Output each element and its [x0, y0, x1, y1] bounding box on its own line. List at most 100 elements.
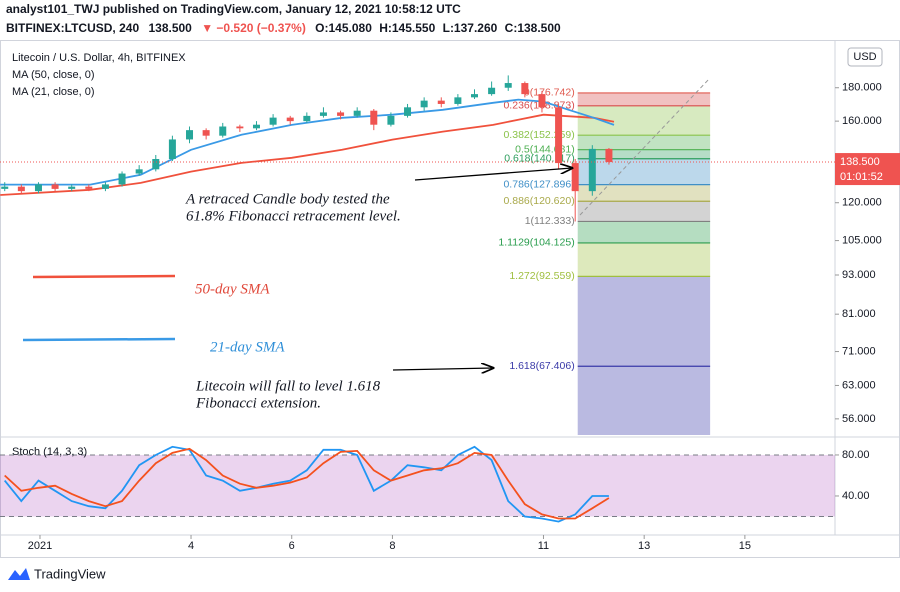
- stoch-line: [4, 447, 610, 520]
- header-line: analyst101_TWJ published on TradingView.…: [6, 2, 461, 16]
- trend-projection: [579, 77, 711, 216]
- sma50-sample: [32, 274, 176, 279]
- candle-body: [470, 94, 478, 98]
- candle-body: [370, 110, 378, 125]
- candle-body: [101, 184, 109, 189]
- sma21-sample: [22, 337, 176, 342]
- candle-body: [135, 169, 143, 174]
- candle-body: [588, 148, 596, 192]
- fib-band: [577, 221, 711, 243]
- candle-body: [68, 186, 76, 189]
- candle-body: [504, 83, 512, 88]
- x-tick-label: 11: [538, 540, 549, 552]
- header-quote: BITFINEX:LTCUSD, 240 138.500 ▼ −0.520 (−…: [6, 21, 561, 35]
- candle-body: [34, 184, 42, 192]
- candle-body: [51, 184, 59, 189]
- fib-band: [577, 201, 711, 222]
- candle-body: [605, 148, 613, 163]
- candle-body: [353, 110, 361, 116]
- legend-ma50: MA (50, close, 0): [12, 69, 95, 81]
- annotation: 21-day SMA: [210, 339, 285, 355]
- stoch-tick-label: 40.00: [842, 490, 870, 502]
- annotation: Fibonacci extension.: [195, 395, 321, 411]
- open: O:145.080: [315, 21, 372, 35]
- candle-body: [168, 139, 176, 160]
- candle-body: [538, 94, 546, 108]
- y-tick-label: 120.000: [842, 197, 882, 209]
- x-tick-label: 6: [289, 540, 295, 552]
- annotation: 61.8% Fibonacci retracement level.: [186, 208, 401, 224]
- candle-body: [269, 117, 277, 125]
- candle-body: [186, 130, 194, 140]
- fib-band: [577, 105, 711, 136]
- fib-band: [577, 149, 711, 159]
- candle-body: [236, 126, 244, 129]
- candle-body: [404, 107, 412, 116]
- fib-band: [577, 158, 711, 185]
- x-tick-label: 15: [739, 540, 751, 552]
- candle-body: [437, 100, 445, 104]
- ma-line: [0, 113, 615, 196]
- price: 138.500: [148, 21, 192, 35]
- fib-band: [577, 276, 711, 367]
- low: L:137.260: [443, 21, 498, 35]
- stoch-tick-label: 80.00: [842, 449, 870, 461]
- fib-label: 0.786(127.896): [503, 178, 574, 190]
- candle-body: [152, 159, 160, 170]
- candle-body: [387, 115, 395, 125]
- annotation: Litecoin will fall to level 1.618: [195, 378, 381, 394]
- currency-box[interactable]: [847, 47, 883, 67]
- y-tick-label: 81.000: [842, 308, 876, 320]
- y-tick-label: 71.000: [842, 345, 876, 357]
- fib-band: [577, 242, 711, 277]
- candle-body: [488, 87, 496, 95]
- footer-brand: TradingView: [34, 566, 106, 581]
- price-tag: [835, 153, 900, 186]
- fib-band: [577, 184, 711, 202]
- arrow: [392, 368, 493, 370]
- fib-label: 1.1129(104.125): [498, 237, 574, 249]
- x-tick-label: 2021: [28, 540, 52, 552]
- fib-band: [577, 366, 711, 435]
- candle-body: [337, 112, 345, 116]
- high: H:145.550: [379, 21, 435, 35]
- stoch-line: [4, 445, 609, 523]
- annotation: 50-day SMA: [195, 281, 270, 297]
- fib-label: 1.618(67.406): [509, 360, 574, 372]
- candle-body: [17, 186, 25, 192]
- currency: USD: [853, 51, 876, 63]
- candle-body: [1, 186, 9, 189]
- stoch-title: Stoch (14, 3, 3): [12, 446, 87, 458]
- candle-body: [85, 186, 93, 189]
- candle-body: [420, 100, 428, 108]
- fib-label: 0.618(140.117): [504, 153, 574, 165]
- fib-label: 0(176.742): [524, 87, 575, 99]
- annotation: A retraced Candle body tested the: [185, 191, 390, 207]
- y-tick-label: 56.000: [842, 413, 876, 425]
- candle-body: [118, 173, 126, 185]
- countdown: 01:01:52: [840, 171, 883, 183]
- change: ▼ −0.520 (−0.37%): [201, 21, 306, 35]
- candle-body: [252, 124, 260, 129]
- candle-body: [571, 163, 579, 192]
- x-tick-label: 8: [389, 540, 395, 552]
- fib-band: [577, 135, 711, 150]
- legend-ma21: MA (21, close, 0): [12, 86, 95, 98]
- close: C:138.500: [505, 21, 561, 35]
- y-tick-label: 180.000: [842, 82, 882, 94]
- arrow: [414, 168, 572, 181]
- y-tick-label: 63.000: [842, 379, 876, 391]
- y-tick-label: 160.000: [842, 115, 882, 127]
- price-tag-text: 138.500: [840, 156, 880, 168]
- candle-body: [219, 126, 227, 136]
- fib-label: 0.382(152.259): [503, 129, 574, 141]
- candle-body: [555, 107, 563, 164]
- fib-label: 1(112.333): [525, 215, 575, 227]
- chart-title: Litecoin / U.S. Dollar, 4h, BITFINEX: [12, 52, 186, 64]
- fib-label: 1.272(92.559): [509, 270, 574, 282]
- candle-body: [303, 115, 311, 122]
- y-tick-label: 105.000: [842, 234, 882, 246]
- y-tick-label: 93.000: [842, 269, 876, 281]
- fib-band: [577, 92, 711, 106]
